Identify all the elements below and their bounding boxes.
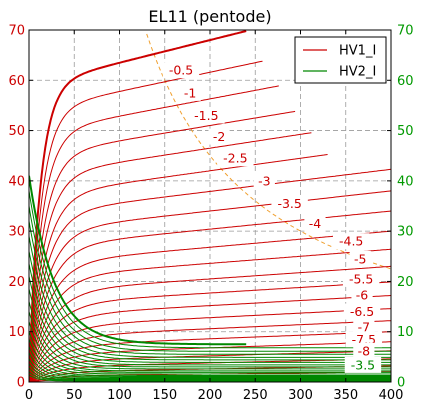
hv1-curve-label: -7 [358, 320, 370, 335]
axes-layer: 0 50 100 150 200 250 300 350 4000102030405060700… [8, 24, 413, 404]
hv1-curve-label-bg [349, 250, 371, 267]
y2-tick-label: 60 [397, 74, 414, 89]
hv1-curve-label: -5 [354, 251, 366, 266]
curves-layer [29, 30, 391, 382]
hv1-curve-11 [29, 265, 391, 382]
hv1-curve-label: -4.5 [339, 234, 363, 249]
hv1-curve-1 [29, 60, 263, 382]
hv1-curve-8 [29, 210, 391, 382]
y-tick-label: 20 [8, 275, 25, 290]
hv1-curve-0 [29, 30, 247, 382]
hv2-curve-36 [29, 339, 391, 376]
hv1-curve-label-bg [353, 342, 375, 359]
hv1-curve-label: -3 [258, 173, 270, 188]
hv2-curve-31 [29, 288, 391, 368]
hv2-curve-24 [29, 190, 391, 349]
hv1-curve-label: -8 [358, 343, 371, 358]
hv1-curve-2 [29, 85, 279, 382]
hv1-curve-4 [29, 132, 312, 382]
hv1-curve-label-bg [351, 287, 373, 304]
hv1-curve-label: -1 [184, 85, 196, 100]
hv1-curve-label: -2.5 [223, 151, 247, 166]
hv1-curve-label: -1.5 [194, 108, 218, 123]
hv1-curve-6 [29, 168, 391, 382]
y2-tick-label: 20 [397, 275, 414, 290]
hv1-curve-15 [29, 320, 391, 382]
y-tick-label: 10 [8, 325, 25, 340]
hv1-curve-label-bg [342, 270, 380, 287]
y2-tick-label: 0 [397, 376, 405, 391]
hv1-curve-3 [29, 110, 296, 382]
hv1-curve-label: -3.5 [277, 196, 301, 211]
hv1-curve-label: -6 [356, 288, 369, 303]
x-tick-label: 150 [152, 388, 177, 403]
hv2-curve-32 [29, 301, 391, 370]
legend: HV1_I HV2_I [294, 36, 387, 84]
hv1-curve-9 [29, 230, 391, 382]
hv1-curve-10 [29, 248, 391, 382]
x-tick-label: 200 [198, 388, 223, 403]
x-tick-label: 300 [288, 388, 313, 403]
hv2-curve-33 [29, 311, 391, 372]
curve-labels-layer: -0.5 -1 -1.5 -2 -2.5 -3 -3.5 -4 -4.5 -5 -5.5 -6-6.5… [162, 62, 383, 373]
hv2-curve-37 [29, 346, 391, 377]
hv1-curve-7 [29, 190, 391, 382]
y-tick-label: 70 [8, 24, 25, 39]
y2-tick-label: 50 [397, 124, 414, 139]
hv2-curve-28 [29, 251, 391, 361]
hv1-curve-label-bg [353, 319, 375, 336]
x-tick-label: 350 [333, 388, 358, 403]
hv1-curve-label-bg [208, 128, 230, 145]
hv2-curve-25 [29, 205, 391, 352]
hv1-curve-label: -0.5 [169, 63, 193, 78]
x-tick-label: 100 [107, 388, 132, 403]
x-tick-label: 0 [25, 388, 33, 403]
legend-entry: HV1_I [339, 44, 376, 59]
hv1-curve-16 [29, 331, 391, 382]
hv1-curve-label-bg [253, 172, 275, 189]
hv2-curve-29 [29, 263, 391, 363]
hv1-curve-label-bg [271, 195, 308, 212]
hv1-curve-label-bg [162, 62, 200, 79]
hv1-curve-5 [29, 154, 328, 382]
y-tick-label: 30 [8, 225, 25, 240]
chart-title: EL11 (pentode) [148, 7, 271, 26]
legend-box [294, 36, 387, 84]
hv1-curve-13 [29, 295, 391, 382]
hv1-curve-label-bg [217, 150, 254, 167]
hv2-curve-30 [29, 276, 391, 366]
hv1-curve-label-bg [179, 84, 201, 101]
hv1-curve-label-bg [188, 107, 225, 124]
y-tick-label: 0 [17, 376, 25, 391]
x-tick-label: 400 [379, 388, 404, 403]
hv1-curve-label-bg [343, 303, 381, 320]
hv1-curve-label: -2 [213, 129, 225, 144]
y-tick-label: 50 [8, 124, 25, 139]
y2-tick-label: 10 [397, 325, 414, 340]
legend-entry: HV2_I [339, 65, 376, 80]
hv2-curve-label: -3.5 [351, 357, 375, 372]
y2-tick-label: 40 [397, 174, 414, 189]
y-tick-label: 60 [8, 74, 25, 89]
hv2-curve-26 [29, 221, 391, 355]
hv1-curve-label-bg [304, 215, 326, 232]
hv2-curve-34 [29, 321, 391, 373]
hv2-curve-38 [29, 352, 391, 378]
hv1-curve-12 [29, 281, 391, 382]
hv1-curve-label: -5.5 [349, 271, 373, 286]
hv1-curve-label: -6.5 [350, 304, 374, 319]
hv2-curve-label-bg [344, 356, 382, 373]
x-tick-label: 50 [66, 388, 83, 403]
hv2-curve-23 [29, 175, 247, 346]
hv1-curve-label: -4 [309, 216, 322, 231]
hv2-curve-27 [29, 236, 391, 358]
y2-tick-label: 30 [397, 225, 414, 240]
y-tick-label: 40 [8, 174, 25, 189]
hv2-curve-35 [29, 331, 391, 375]
x-tick-label: 250 [243, 388, 268, 403]
hv1-curve-label-bg [332, 233, 370, 250]
y2-tick-label: 70 [397, 24, 414, 39]
